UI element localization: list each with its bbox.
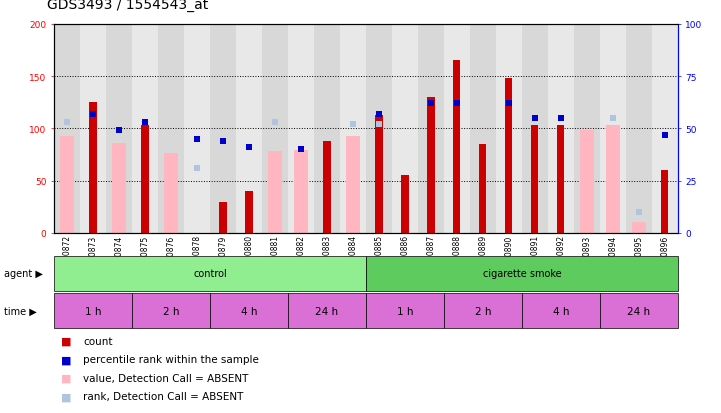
Bar bbox=[375, 116, 383, 233]
Bar bbox=[236, 25, 262, 233]
Bar bbox=[661, 171, 668, 233]
Bar bbox=[106, 25, 132, 233]
Bar bbox=[288, 25, 314, 233]
Text: value, Detection Call = ABSENT: value, Detection Call = ABSENT bbox=[83, 373, 248, 383]
Text: rank, Detection Call = ABSENT: rank, Detection Call = ABSENT bbox=[83, 392, 243, 401]
Bar bbox=[245, 192, 252, 233]
Bar bbox=[531, 126, 539, 233]
Text: 2 h: 2 h bbox=[163, 306, 180, 316]
Bar bbox=[80, 25, 106, 233]
Bar bbox=[632, 223, 646, 233]
Bar bbox=[366, 25, 392, 233]
Bar bbox=[626, 25, 652, 233]
Bar bbox=[402, 176, 409, 233]
Bar bbox=[548, 25, 574, 233]
Bar bbox=[574, 25, 600, 233]
Bar bbox=[158, 25, 184, 233]
Bar bbox=[210, 293, 288, 328]
Bar bbox=[112, 144, 126, 233]
Bar bbox=[210, 25, 236, 233]
Text: 24 h: 24 h bbox=[627, 306, 650, 316]
Bar bbox=[262, 25, 288, 233]
Text: 24 h: 24 h bbox=[315, 306, 338, 316]
Bar bbox=[346, 136, 360, 233]
Bar bbox=[454, 61, 461, 233]
Text: 1 h: 1 h bbox=[397, 306, 413, 316]
Bar bbox=[428, 98, 435, 233]
Bar bbox=[267, 152, 282, 233]
Bar bbox=[652, 25, 678, 233]
Text: ■: ■ bbox=[61, 336, 72, 346]
Bar bbox=[164, 154, 178, 233]
Text: ■: ■ bbox=[61, 373, 72, 383]
Bar bbox=[505, 79, 513, 233]
Text: ■: ■ bbox=[61, 392, 72, 401]
Bar bbox=[444, 25, 470, 233]
Bar bbox=[132, 25, 158, 233]
Bar bbox=[496, 25, 522, 233]
Text: ■: ■ bbox=[61, 354, 72, 364]
Text: control: control bbox=[193, 268, 227, 279]
Bar bbox=[340, 25, 366, 233]
Bar bbox=[141, 126, 149, 233]
Text: 4 h: 4 h bbox=[241, 306, 257, 316]
Bar bbox=[392, 25, 418, 233]
Bar bbox=[366, 256, 678, 291]
Bar bbox=[314, 25, 340, 233]
Bar bbox=[418, 25, 444, 233]
Text: 4 h: 4 h bbox=[552, 306, 569, 316]
Text: time ▶: time ▶ bbox=[4, 306, 36, 316]
Bar bbox=[470, 25, 496, 233]
Bar bbox=[54, 256, 366, 291]
Text: agent ▶: agent ▶ bbox=[4, 268, 43, 279]
Bar bbox=[288, 293, 366, 328]
Bar bbox=[444, 293, 522, 328]
Bar bbox=[184, 25, 210, 233]
Bar bbox=[600, 25, 626, 233]
Bar bbox=[89, 103, 97, 233]
Bar bbox=[366, 293, 444, 328]
Bar bbox=[479, 145, 487, 233]
Bar bbox=[60, 136, 74, 233]
Bar bbox=[293, 151, 308, 233]
Bar bbox=[522, 25, 548, 233]
Text: 1 h: 1 h bbox=[85, 306, 102, 316]
Bar bbox=[600, 293, 678, 328]
Bar bbox=[557, 126, 565, 233]
Bar bbox=[219, 202, 226, 233]
Text: cigarette smoke: cigarette smoke bbox=[482, 268, 561, 279]
Bar bbox=[522, 293, 600, 328]
Bar bbox=[580, 131, 594, 233]
Text: percentile rank within the sample: percentile rank within the sample bbox=[83, 354, 259, 364]
Bar bbox=[54, 25, 80, 233]
Text: GDS3493 / 1554543_at: GDS3493 / 1554543_at bbox=[47, 0, 208, 12]
Bar bbox=[323, 142, 330, 233]
Bar bbox=[132, 293, 210, 328]
Bar bbox=[606, 126, 620, 233]
Bar bbox=[54, 293, 132, 328]
Text: count: count bbox=[83, 336, 112, 346]
Text: 2 h: 2 h bbox=[474, 306, 491, 316]
